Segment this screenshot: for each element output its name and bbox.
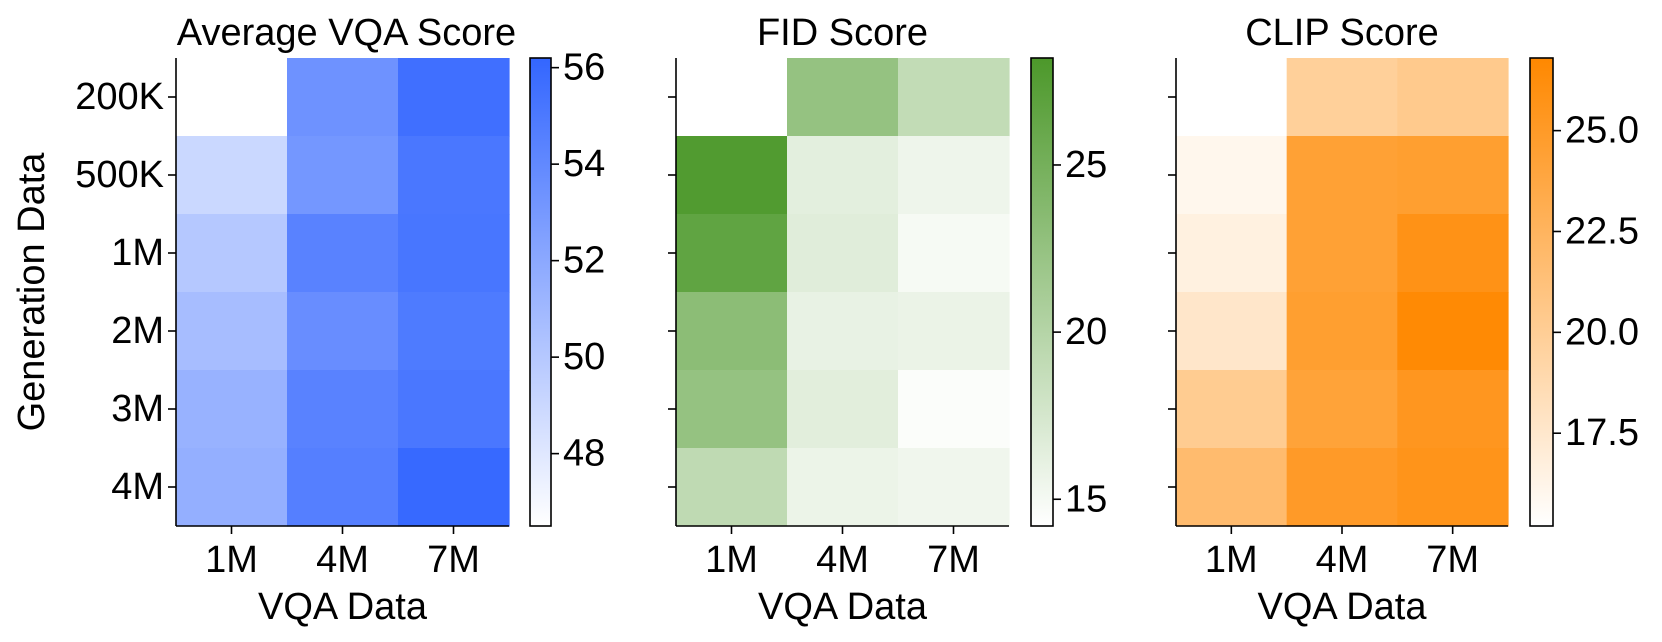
x-tick-label-2-0: 1M bbox=[705, 539, 758, 581]
colorbar-tick-label-2-0: 15 bbox=[1065, 478, 1107, 520]
heatmap-cell-1-r5-c1 bbox=[287, 448, 399, 527]
heatmap-cell-2-r4-c1 bbox=[787, 370, 899, 449]
colorbar-3 bbox=[1529, 57, 1554, 527]
y-tick-label-5: 4M bbox=[111, 466, 164, 508]
chart-title-1: Average VQA Score bbox=[177, 12, 516, 54]
y-tick-label-4: 3M bbox=[111, 388, 164, 430]
heatmap-cell-3-r3-c0 bbox=[1176, 292, 1288, 371]
heatmap-cell-3-r2-c2 bbox=[1397, 214, 1509, 293]
colorbar-tick-label-1-2: 52 bbox=[563, 240, 605, 282]
colorbar-tick-label-2-1: 20 bbox=[1065, 311, 1107, 353]
heatmap-cell-3-r4-c1 bbox=[1286, 370, 1398, 449]
heatmap-cell-3-r0-c0 bbox=[1176, 58, 1288, 137]
heatmap-cell-2-r0-c0 bbox=[676, 58, 788, 137]
heatmap-cell-2-r1-c2 bbox=[898, 136, 1010, 215]
heatmap-cell-2-r5-c2 bbox=[898, 448, 1010, 527]
heatmap-cell-2-r4-c2 bbox=[898, 370, 1010, 449]
heatmap-cell-2-r3-c1 bbox=[787, 292, 899, 371]
y-tick-label-2: 1M bbox=[111, 232, 164, 274]
colorbar-tick-label-1-1: 50 bbox=[563, 336, 605, 378]
heatmap-cell-3-r5-c2 bbox=[1397, 448, 1509, 527]
x-tick-label-3-2: 7M bbox=[1426, 539, 1479, 581]
heatmap-cell-2-r0-c2 bbox=[898, 58, 1010, 137]
x-tick-label-3-1: 4M bbox=[1316, 539, 1369, 581]
heatmap-cell-3-r1-c2 bbox=[1397, 136, 1509, 215]
heatmap-cell-1-r0-c1 bbox=[287, 58, 399, 137]
colorbar-tick-label-3-0: 17.5 bbox=[1565, 412, 1639, 454]
colorbar-tick-label-3-3: 25.0 bbox=[1565, 110, 1639, 152]
heatmap-cell-1-r4-c0 bbox=[176, 370, 288, 449]
heatmap-cell-1-r1-c1 bbox=[287, 136, 399, 215]
heatmap-cell-3-r1-c1 bbox=[1286, 136, 1398, 215]
x-tick-label-1-1: 4M bbox=[316, 539, 369, 581]
heatmap-cell-2-r2-c2 bbox=[898, 214, 1010, 293]
heatmap-cell-1-r3-c1 bbox=[287, 292, 399, 371]
y-tick-label-3: 2M bbox=[111, 310, 164, 352]
colorbar-2 bbox=[1030, 57, 1054, 527]
heatmap-cell-1-r0-c2 bbox=[398, 58, 510, 137]
heatmap-cell-1-r2-c1 bbox=[287, 214, 399, 293]
heatmap-cell-3-r4-c2 bbox=[1397, 370, 1509, 449]
heatmap-cell-1-r3-c2 bbox=[398, 292, 510, 371]
heatmap-cell-1-r2-c0 bbox=[176, 214, 288, 293]
heatmap-cell-1-r3-c0 bbox=[176, 292, 288, 371]
heatmap-cell-2-r5-c1 bbox=[787, 448, 899, 527]
colorbar-tick-label-1-3: 54 bbox=[563, 143, 605, 185]
colorbar-tick-label-1-4: 56 bbox=[563, 47, 605, 89]
x-tick-label-2-1: 4M bbox=[816, 539, 869, 581]
heatmap-cell-1-r4-c2 bbox=[398, 370, 510, 449]
colorbar-tick-label-3-1: 20.0 bbox=[1565, 311, 1639, 353]
x-tick-label-3-0: 1M bbox=[1205, 539, 1258, 581]
y-tick-label-0: 200K bbox=[75, 76, 164, 118]
heatmap-cell-3-r0-c2 bbox=[1397, 58, 1509, 137]
heatmap-cell-3-r5-c1 bbox=[1286, 448, 1398, 527]
chart-title-3: CLIP Score bbox=[1245, 12, 1439, 54]
x-tick-label-1-2: 7M bbox=[427, 539, 480, 581]
heatmap-cell-2-r3-c2 bbox=[898, 292, 1010, 371]
heatmap-cell-1-r1-c0 bbox=[176, 136, 288, 215]
heatmap-cell-1-r2-c2 bbox=[398, 214, 510, 293]
heatmap-cell-2-r0-c1 bbox=[787, 58, 899, 137]
heatmap-cell-1-r4-c1 bbox=[287, 370, 399, 449]
heatmap-cell-3-r3-c1 bbox=[1286, 292, 1398, 371]
heatmap-cell-3-r2-c1 bbox=[1286, 214, 1398, 293]
colorbar-tick-label-3-2: 22.5 bbox=[1565, 210, 1639, 252]
heatmap-cell-2-r1-c0 bbox=[676, 136, 788, 215]
x-tick-label-2-2: 7M bbox=[927, 539, 980, 581]
heatmap-cell-1-r5-c2 bbox=[398, 448, 510, 527]
heatmap-cell-1-r1-c2 bbox=[398, 136, 510, 215]
heatmap-cell-2-r3-c0 bbox=[676, 292, 788, 371]
colorbar-tick-label-1-0: 48 bbox=[563, 433, 605, 475]
y-axis-title: Generation Data bbox=[11, 152, 53, 432]
heatmap-cell-1-r0-c0 bbox=[176, 58, 288, 137]
heatmap-cell-3-r0-c1 bbox=[1286, 58, 1398, 137]
y-tick-label-1: 500K bbox=[75, 154, 164, 196]
x-axis-title-1: VQA Data bbox=[258, 586, 428, 628]
heatmap-cell-1-r5-c0 bbox=[176, 448, 288, 527]
heatmap-cell-3-r4-c0 bbox=[1176, 370, 1288, 449]
x-axis-title-3: VQA Data bbox=[1258, 586, 1428, 628]
heatmap-cell-3-r2-c0 bbox=[1176, 214, 1288, 293]
colorbar-tick-label-2-2: 25 bbox=[1065, 144, 1107, 186]
x-axis-title-2: VQA Data bbox=[758, 586, 928, 628]
heatmap-cell-2-r4-c0 bbox=[676, 370, 788, 449]
heatmap-cell-2-r5-c0 bbox=[676, 448, 788, 527]
colorbar-1 bbox=[529, 57, 552, 527]
heatmap-cell-3-r3-c2 bbox=[1397, 292, 1509, 371]
heatmap-cell-2-r2-c0 bbox=[676, 214, 788, 293]
heatmap-cell-2-r1-c1 bbox=[787, 136, 899, 215]
x-tick-label-1-0: 1M bbox=[205, 539, 258, 581]
heatmap-cell-3-r1-c0 bbox=[1176, 136, 1288, 215]
heatmap-cell-3-r5-c0 bbox=[1176, 448, 1288, 527]
chart-title-2: FID Score bbox=[757, 12, 928, 54]
heatmap-cell-2-r2-c1 bbox=[787, 214, 899, 293]
